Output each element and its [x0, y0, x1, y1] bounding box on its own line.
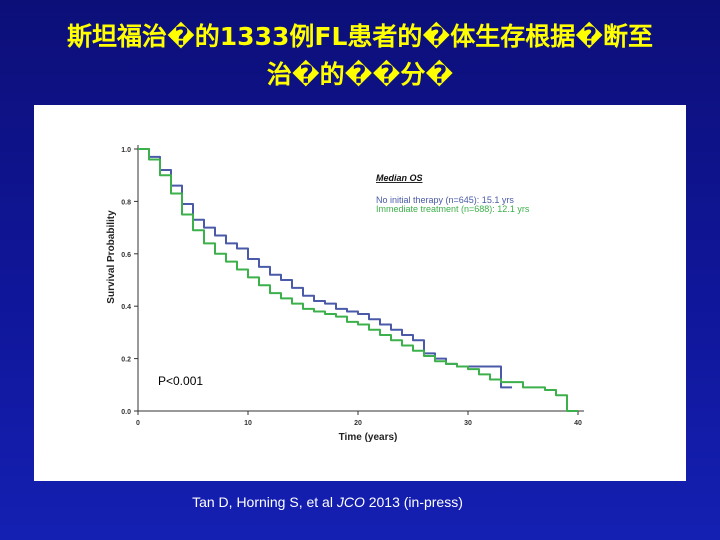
chart-panel: 0.0 0.2 0.4 0.6 0.8 1.0 0 10 20 30 40 Median OS No … [34, 105, 686, 481]
series-lines [138, 148, 578, 412]
axes: 0.0 0.2 0.4 0.6 0.8 1.0 0 10 20 30 40 [121, 145, 584, 427]
y-tick-label: 0.8 [121, 199, 131, 206]
x-axis-label: Time (years) [339, 432, 398, 443]
x-tick-label: 0 [136, 420, 140, 427]
citation-year: 2013 (in-press) [364, 494, 463, 510]
y-axis-label: Survival Probability [106, 210, 117, 304]
x-tick-label: 10 [244, 420, 252, 427]
p-value-annotation: P<0.001 [158, 374, 203, 388]
x-tick-label: 40 [574, 420, 582, 427]
citation: Tan D, Horning S, et al JCO 2013 (in-pre… [0, 494, 655, 510]
slide-title-line-1: 斯坦福治�的1333例FL患者的�体生存根据�断至 [66, 22, 654, 51]
legend-title: Median OS [376, 173, 423, 183]
citation-journal: JCO [336, 494, 365, 510]
series-no-initial-therapy [138, 148, 512, 389]
x-tick-label: 30 [464, 420, 472, 427]
citation-authors: Tan D, Horning S, et al [192, 494, 337, 510]
x-tick-label: 20 [354, 420, 362, 427]
y-tick-label: 0.4 [121, 304, 131, 311]
legend-entry: Immediate treatment (n=688): 12.1 yrs [376, 204, 530, 214]
series-immediate-treatment [138, 148, 578, 412]
y-tick-label: 0.2 [121, 357, 131, 364]
legend: Median OS No initial therapy (n=645): 15.… [376, 173, 530, 214]
y-tick-label: 0.6 [121, 252, 131, 259]
survival-chart: 0.0 0.2 0.4 0.6 0.8 1.0 0 10 20 30 40 Median OS No … [106, 145, 584, 443]
y-tick-label: 0.0 [121, 409, 131, 416]
legend-entry: No initial therapy (n=645): 15.1 yrs [376, 195, 514, 205]
slide-title-line-2: 治�的��分� [266, 60, 454, 89]
slide-title: 斯坦福治�的1333例FL患者的�体生存根据�断至 治�的��分� [20, 18, 700, 94]
y-tick-label: 1.0 [121, 147, 131, 154]
